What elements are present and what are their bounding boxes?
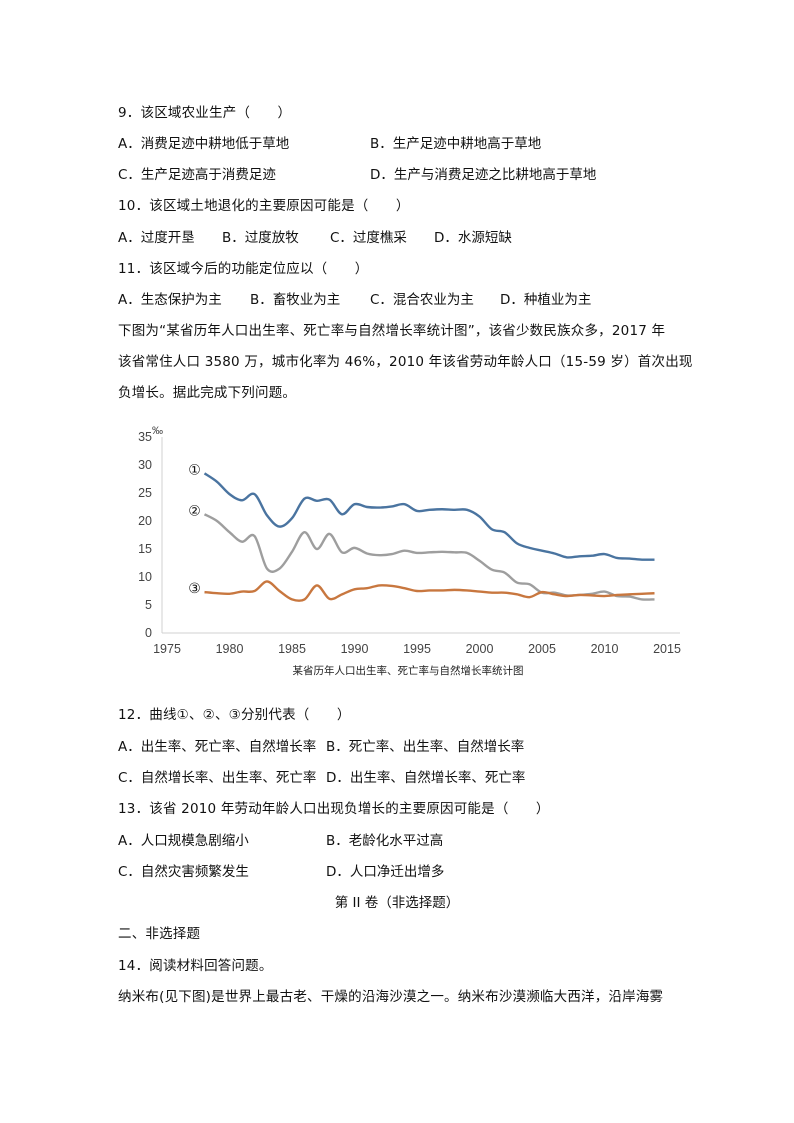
series-line-1 [203, 472, 655, 561]
curve-label-1: ① [188, 462, 201, 478]
x-tick-label: 2005 [528, 642, 556, 656]
q13-option-b: B．老龄化水平过高 [326, 833, 444, 849]
y-tick-label: 0 [145, 626, 152, 640]
x-axis-ticks: 1975 1980 1985 1990 1995 2000 2005 2010 2015 [153, 642, 681, 656]
y-tick-label: 5 [145, 598, 152, 612]
population-rate-chart: 0 5 10 15 20 25 30 35 1975 1980 1985 1990 1995 2000 2… [120, 420, 700, 685]
intro-line-3: 负增长。据此完成下列问题。 [118, 385, 297, 401]
q12-option-d: D．出生率、自然增长率、死亡率 [326, 770, 526, 786]
q10-option-a: A．过度开垦 [118, 230, 195, 246]
q9-option-d: D．生产与消费足迹之比耕地高于草地 [370, 167, 597, 183]
y-tick-label: 25 [138, 486, 152, 500]
q10-option-c: C．过度樵采 [330, 230, 407, 246]
q11-option-a: A．生态保护为主 [118, 292, 222, 308]
x-tick-label: 1980 [216, 642, 244, 656]
section-2-heading: 二、非选择题 [118, 926, 201, 942]
q13-option-d: D．人口净迁出增多 [326, 864, 445, 880]
q12-stem: 12．曲线①、②、③分别代表（ ） [118, 707, 351, 723]
intro-line-2: 该省常住人口 3580 万，城市化率为 46%，2010 年该省劳动年龄人口（1… [118, 354, 693, 370]
q9-option-a: A．消费足迹中耕地低于草地 [118, 136, 290, 152]
q13-option-c: C．自然灾害频繁发生 [118, 864, 249, 880]
x-tick-label: 1985 [278, 642, 306, 656]
q12-option-c: C．自然增长率、出生率、死亡率 [118, 770, 317, 786]
q13-stem: 13．该省 2010 年劳动年龄人口出现负增长的主要原因可能是（ ） [118, 801, 550, 817]
chart-caption: 某省历年人口出生率、死亡率与自然增长率统计图 [293, 664, 524, 677]
part-2-title: 第 II 卷（非选择题） [334, 895, 460, 911]
x-tick-label: 1995 [403, 642, 431, 656]
y-tick-label: 15 [138, 542, 152, 556]
q10-stem: 10．该区域土地退化的主要原因可能是（ ） [118, 198, 410, 214]
intro-line-1: 下图为“某省历年人口出生率、死亡率与自然增长率统计图”，该省少数民族众多，201… [118, 323, 666, 339]
q9-option-b: B．生产足迹中耕地高于草地 [370, 136, 542, 152]
chart-series [203, 472, 655, 602]
q14-text: 纳米布(见下图)是世界上最古老、干燥的沿海沙漠之一。纳米布沙漠濒临大西洋，沿岸海… [118, 989, 664, 1005]
q9-option-c: C．生产足迹高于消费足迹 [118, 167, 276, 183]
curve-label-3: ③ [188, 581, 201, 597]
y-tick-label: 35 [138, 430, 152, 444]
y-unit-label: ‰ [152, 425, 163, 437]
y-tick-label: 30 [138, 458, 152, 472]
q9-stem: 9．该区域农业生产（ ） [118, 105, 292, 121]
q11-option-d: D．种植业为主 [500, 292, 592, 308]
y-tick-label: 10 [138, 570, 152, 584]
x-tick-label: 2015 [653, 642, 681, 656]
q11-option-b: B．畜牧业为主 [250, 292, 341, 308]
q11-stem: 11．该区域今后的功能定位应以（ ） [118, 261, 369, 277]
y-tick-label: 20 [138, 514, 152, 528]
q13-option-a: A．人口规模急剧缩小 [118, 833, 249, 849]
q10-option-b: B．过度放牧 [222, 230, 299, 246]
x-tick-label: 2010 [591, 642, 619, 656]
series-line-3 [204, 580, 655, 602]
q10-option-d: D．水源短缺 [434, 230, 512, 246]
x-tick-label: 1990 [341, 642, 369, 656]
q12-option-a: A．出生率、死亡率、自然增长率 [118, 739, 317, 755]
x-tick-label: 2000 [466, 642, 494, 656]
q12-option-b: B．死亡率、出生率、自然增长率 [326, 739, 525, 755]
q14-stem: 14．阅读材料回答问题。 [118, 958, 273, 974]
y-axis-ticks: 0 5 10 15 20 25 30 35 [138, 430, 152, 640]
curve-label-2: ② [188, 503, 201, 519]
q11-option-c: C．混合农业为主 [370, 292, 474, 308]
x-tick-label: 1975 [153, 642, 181, 656]
curve-labels: ① ② ③ [188, 462, 201, 597]
